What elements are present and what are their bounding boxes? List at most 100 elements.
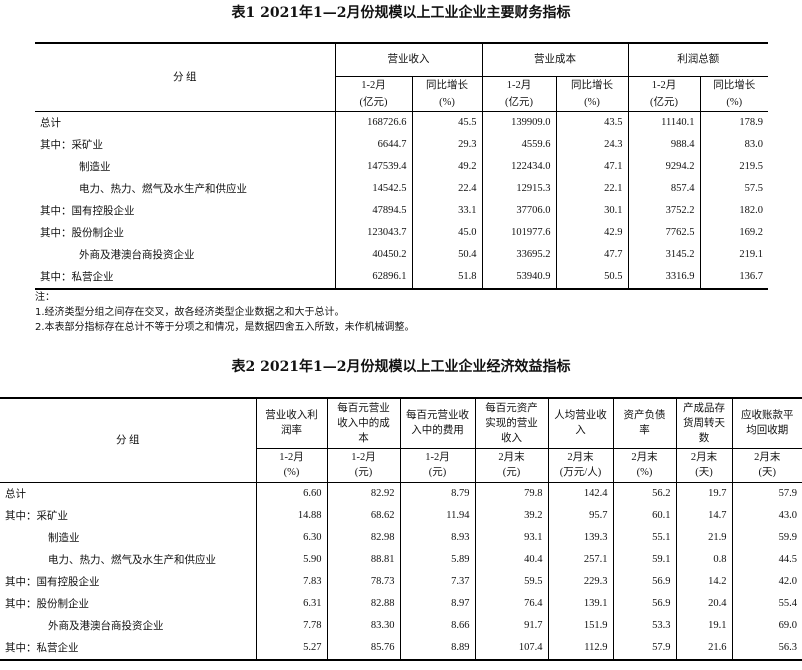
- cell-value: 47894.5: [334, 199, 412, 222]
- cell-value: 47.1: [555, 155, 628, 178]
- cell-value: 91.7: [474, 614, 548, 637]
- cell-value: 182.0: [699, 199, 768, 222]
- column-header: 产成品存货周转天数: [675, 398, 732, 449]
- cell-value: 47.7: [555, 243, 628, 266]
- table1: 分 组 营业收入 营业成本 利润总额 1-2月 (亿元) 同比增长 (%) 1-2月 (亿…: [35, 42, 768, 290]
- table2-title: 表2 2021年1—2月份规模以上工业企业经济效益指标: [231, 359, 571, 375]
- cell-value: 3752.2: [627, 199, 700, 222]
- table-row: 制造业 147539.4 49.2 122434.0 47.1 9294.2 219.5: [35, 155, 768, 178]
- cell-value: 45.5: [411, 111, 482, 134]
- cell-value: 988.4: [627, 133, 700, 156]
- sub-header-line: (元): [502, 467, 521, 478]
- cell-value: 42.9: [555, 221, 628, 244]
- cell-value: 19.7: [675, 482, 732, 505]
- notes: 注： 1.经济类型分组之间存在交叉，故各经济类型企业数据之和大于总计。 2.本表…: [35, 290, 415, 335]
- sub-header-line: (亿元): [359, 96, 388, 108]
- cell-value: 57.9: [731, 482, 802, 505]
- sub-header-line: 1-2月: [651, 79, 677, 91]
- sub-header: 1-2月 (元): [326, 448, 400, 483]
- sub-header-line: 1-2月: [506, 79, 532, 91]
- row-label: 其中：股份制企业: [40, 228, 124, 239]
- sub-header: 1-2月 (%): [255, 448, 327, 483]
- table-row: 其中：股份制企业 6.31 82.88 8.97 76.4 139.1 56.9 20.4 55…: [0, 592, 802, 615]
- cell-value: 112.9: [547, 636, 613, 660]
- cell-value: 139.3: [547, 526, 613, 549]
- sub-header-line: (%): [439, 96, 455, 108]
- cell-value: 123043.7: [334, 221, 412, 244]
- sub-header-line: 2月末: [498, 452, 525, 463]
- table-row: 总计 6.60 82.92 8.79 79.8 142.4 56.2 19.7 57.9: [0, 482, 802, 505]
- cell-value: 14.2: [675, 570, 732, 593]
- cell-value: 857.4: [627, 177, 700, 200]
- cell-value: 219.5: [699, 155, 768, 178]
- table-row: 制造业 6.30 82.98 8.93 93.1 139.3 55.1 21.9 59.9: [0, 526, 802, 549]
- column-header: 应收账款平均回收期: [731, 398, 802, 449]
- cell-value: 53940.9: [481, 265, 556, 289]
- cell-value: 178.9: [699, 111, 768, 134]
- cell-value: 5.89: [399, 548, 475, 571]
- table2: 分 组营业收入利润率 每百元营业收入中的成本 每百元营业收入中的费用 每百元资产实现的…: [0, 397, 802, 661]
- column-header: 人均营业收入: [547, 398, 613, 449]
- cell-value: 3316.9: [627, 265, 700, 289]
- table-row: 其中：采矿业 14.88 68.62 11.94 39.2 95.7 60.1 14.7 43.…: [0, 504, 802, 527]
- sub-header-line: (元): [354, 467, 373, 478]
- cell-value: 68.62: [326, 504, 400, 527]
- table1-title: 表1 2021年1—2月份规模以上工业企业主要财务指标: [231, 5, 571, 21]
- sub-header-line: 1-2月: [361, 79, 386, 91]
- cell-value: 4559.6: [481, 133, 556, 156]
- cell-value: 59.9: [731, 526, 802, 549]
- table-row: 其中：股份制企业 123043.7 45.0 101977.6 42.9 7762.5 16…: [35, 221, 768, 244]
- sub-header-line: 1-2月: [279, 452, 304, 463]
- cell-value: 9294.2: [627, 155, 700, 178]
- row-label: 制造业: [48, 533, 80, 544]
- column-header: 资产负债率: [612, 398, 676, 449]
- sub-header-line: (亿元): [505, 96, 533, 108]
- sub-header-line: 1-2月: [351, 452, 376, 463]
- cell-value: 39.2: [474, 504, 548, 527]
- sub-header: 2月末 (天): [675, 448, 732, 483]
- cell-value: 95.7: [547, 504, 613, 527]
- sub-header: 1-2月 (元): [399, 448, 475, 483]
- cell-value: 7.37: [399, 570, 475, 593]
- cell-value: 7.78: [255, 614, 327, 637]
- row-label: 总计: [5, 489, 26, 500]
- row-label: 其中：采矿业: [40, 140, 103, 151]
- cell-value: 7762.5: [627, 221, 700, 244]
- table-row: 外商及港澳台商投资企业 40450.2 50.4 33695.2 47.7 3145.2 2…: [35, 243, 768, 266]
- cell-value: 24.3: [555, 133, 628, 156]
- sub-header-line: 1-2月: [425, 452, 450, 463]
- sub-header-line: 同比增长: [426, 79, 468, 91]
- sub-header-line: (%): [584, 96, 600, 108]
- cell-value: 88.81: [326, 548, 400, 571]
- sub-header: 同比增长 (%): [699, 76, 768, 112]
- cell-value: 44.5: [731, 548, 802, 571]
- group-header: 分 组: [35, 43, 335, 112]
- cell-value: 82.88: [326, 592, 400, 615]
- sub-header-line: (天): [758, 467, 777, 478]
- cell-value: 14.7: [675, 504, 732, 527]
- cell-value: 8.97: [399, 592, 475, 615]
- cell-value: 6.60: [255, 482, 327, 505]
- table-row: 其中：采矿业 6644.7 29.3 4559.6 24.3 988.4 83.0: [35, 133, 768, 156]
- cell-value: 6.30: [255, 526, 327, 549]
- column-header: 每百元营业收入中的成本: [326, 398, 400, 449]
- row-label: 外商及港澳台商投资企业: [48, 621, 164, 632]
- cell-value: 3145.2: [627, 243, 700, 266]
- cell-value: 8.79: [399, 482, 475, 505]
- row-label: 电力、热力、燃气及水生产和供应业: [48, 555, 216, 566]
- cell-value: 5.27: [255, 636, 327, 660]
- row-label: 其中：采矿业: [5, 511, 68, 522]
- cell-value: 101977.6: [481, 221, 556, 244]
- cell-value: 257.1: [547, 548, 613, 571]
- row-label: 外商及港澳台商投资企业: [79, 250, 195, 261]
- cell-value: 107.4: [474, 636, 548, 660]
- cell-value: 55.1: [612, 526, 676, 549]
- cell-value: 82.92: [326, 482, 400, 505]
- cell-value: 51.8: [411, 265, 482, 289]
- sub-header: 同比增长 (%): [555, 76, 628, 112]
- col-group-header: 营业成本: [481, 43, 628, 77]
- cell-value: 43.5: [555, 111, 628, 134]
- cell-value: 6644.7: [334, 133, 412, 156]
- cell-value: 5.90: [255, 548, 327, 571]
- cell-value: 50.4: [411, 243, 482, 266]
